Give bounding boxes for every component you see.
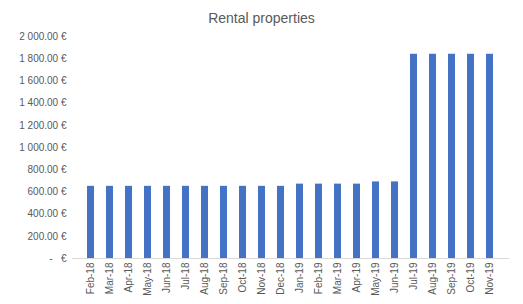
svg-text:Sep-18: Sep-18 <box>218 262 229 295</box>
svg-text:Sep-19: Sep-19 <box>446 262 457 295</box>
svg-text:1 800.00 €: 1 800.00 € <box>19 53 67 64</box>
svg-text:400.00 €: 400.00 € <box>28 208 67 219</box>
svg-text:200.00 €: 200.00 € <box>28 231 67 242</box>
svg-text:1 200.00 €: 1 200.00 € <box>19 120 67 131</box>
svg-text:Aug-19: Aug-19 <box>427 262 438 295</box>
svg-text:May-18: May-18 <box>142 262 153 296</box>
svg-text:Feb-18: Feb-18 <box>85 262 96 294</box>
svg-text:Nov-19: Nov-19 <box>484 262 495 295</box>
svg-text:Mar-19: Mar-19 <box>332 262 343 294</box>
svg-text:Jul-18: Jul-18 <box>180 262 191 290</box>
svg-text:Oct-19: Oct-19 <box>465 262 476 292</box>
svg-text:Jun-19: Jun-19 <box>389 262 400 293</box>
svg-text:Apr-18: Apr-18 <box>123 262 134 292</box>
svg-text:600.00 €: 600.00 € <box>28 186 67 197</box>
svg-text:Feb-19: Feb-19 <box>313 262 324 294</box>
svg-text:Jan-19: Jan-19 <box>294 262 305 293</box>
svg-text:Dec-18: Dec-18 <box>275 262 286 295</box>
svg-text:1 400.00 €: 1 400.00 € <box>19 97 67 108</box>
svg-text:Apr-19: Apr-19 <box>351 262 362 292</box>
svg-text:1 000.00 €: 1 000.00 € <box>19 142 67 153</box>
html-text:Rental properties: Rental properties <box>208 10 315 26</box>
svg-text:Aug-18: Aug-18 <box>199 262 210 295</box>
svg-text:Jun-18: Jun-18 <box>161 262 172 293</box>
svg-text:May-19: May-19 <box>370 262 381 296</box>
svg-text:Mar-18: Mar-18 <box>104 262 115 294</box>
svg-text:- €: - € <box>49 253 67 264</box>
svg-text:Nov-18: Nov-18 <box>256 262 267 295</box>
svg-text:2 000.00 €: 2 000.00 € <box>19 31 67 42</box>
svg-text:Oct-18: Oct-18 <box>237 262 248 292</box>
svg-text:Jul-19: Jul-19 <box>408 262 419 290</box>
svg-text:800.00 €: 800.00 € <box>28 164 67 175</box>
svg-text:1 600.00 €: 1 600.00 € <box>19 75 67 86</box>
